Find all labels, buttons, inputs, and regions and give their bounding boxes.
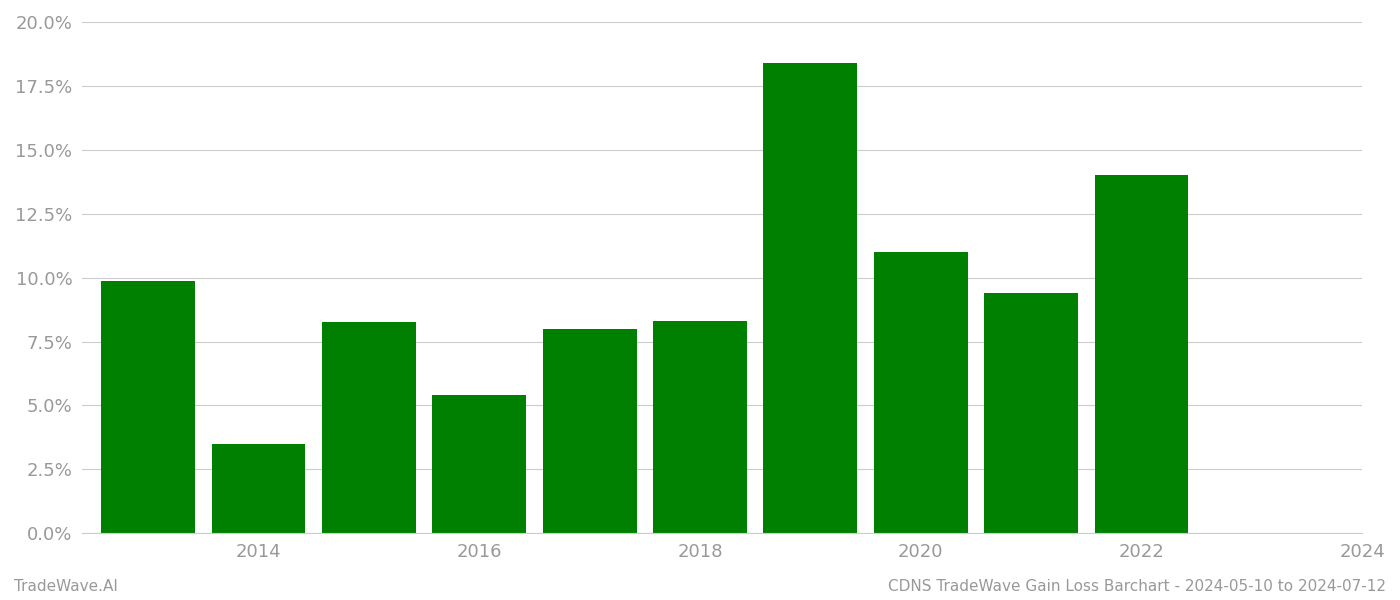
Bar bbox=[763, 63, 857, 533]
Text: CDNS TradeWave Gain Loss Barchart - 2024-05-10 to 2024-07-12: CDNS TradeWave Gain Loss Barchart - 2024… bbox=[888, 579, 1386, 594]
Bar bbox=[433, 395, 526, 533]
Bar bbox=[211, 444, 305, 533]
Bar bbox=[652, 321, 746, 533]
Bar bbox=[1095, 175, 1189, 533]
Text: TradeWave.AI: TradeWave.AI bbox=[14, 579, 118, 594]
Bar bbox=[543, 329, 637, 533]
Bar bbox=[874, 252, 967, 533]
Bar bbox=[984, 293, 1078, 533]
Bar bbox=[101, 281, 195, 533]
Bar bbox=[322, 322, 416, 533]
